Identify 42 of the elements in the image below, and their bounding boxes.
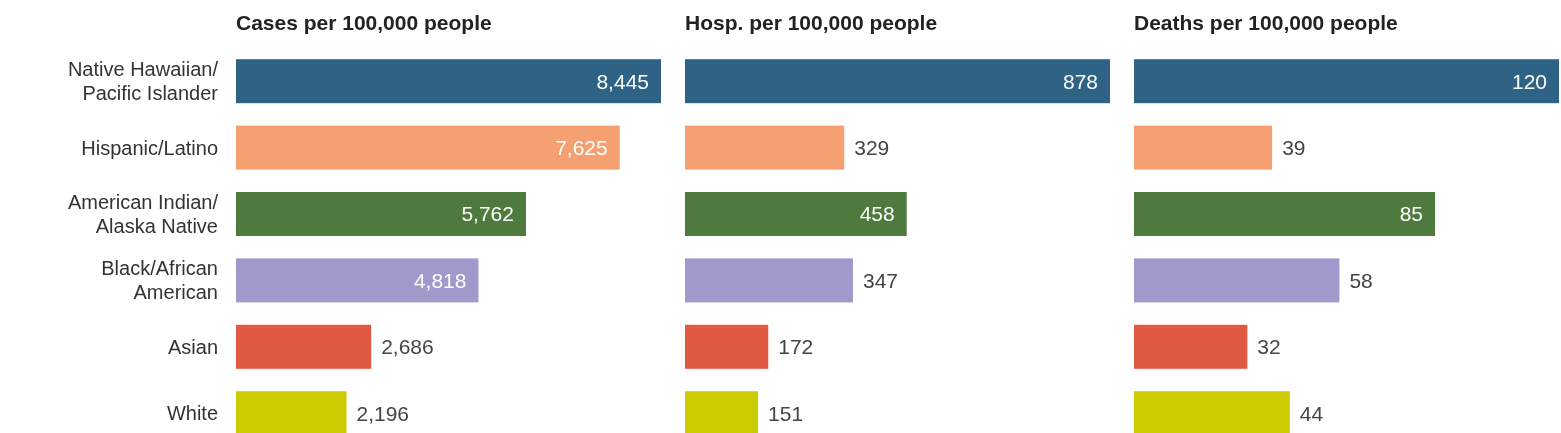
y-tick-label: Hispanic/Latino [81,136,218,159]
y-tick-label: Native Hawaiian/Pacific Islander [67,58,219,105]
bar [236,324,372,369]
data-label: 5,762 [461,202,514,226]
data-label: 44 [1299,401,1324,425]
data-label: 878 [1062,69,1098,93]
y-tick-label: White [166,402,218,425]
bar [685,59,1110,104]
data-label: 85 [1399,202,1424,226]
bar [685,258,853,303]
y-tick-label: Black/African American [101,257,218,304]
data-label: 120 [1511,69,1547,93]
bar [1134,258,1340,303]
y-tick-label: Asian [167,335,218,358]
bar [1134,192,1436,236]
bar [236,192,526,236]
data-label: 172 [778,335,814,359]
data-label: 32 [1257,335,1281,359]
data-label: 4,818 [413,268,467,292]
text: Deaths per 100,000 people [1134,11,1398,34]
bar [1134,125,1273,170]
bar [1134,59,1559,104]
data-label: 458 [859,202,895,226]
chart-title: Cases per 100,000 people [236,11,492,34]
data-label: 347 [862,268,899,292]
bar [236,125,620,170]
bar [685,324,769,369]
data-label: 329 [854,135,890,159]
data-label: 151 [768,401,804,425]
data-label: 8,445 [596,69,649,93]
bar [236,59,661,104]
data-label: 7,625 [555,135,608,159]
data-label: 2,686 [381,335,434,359]
bar [236,258,479,303]
bar [685,125,845,170]
data-label: 58 [1349,268,1373,292]
data-label: 2,196 [356,401,410,425]
bar [1134,324,1248,369]
y-tick-label: American Indian/Alaska Native [67,191,219,237]
chart-title: Hosp. per 100,000 people [685,11,938,34]
data-label: 39 [1282,135,1306,159]
bar [685,192,907,236]
